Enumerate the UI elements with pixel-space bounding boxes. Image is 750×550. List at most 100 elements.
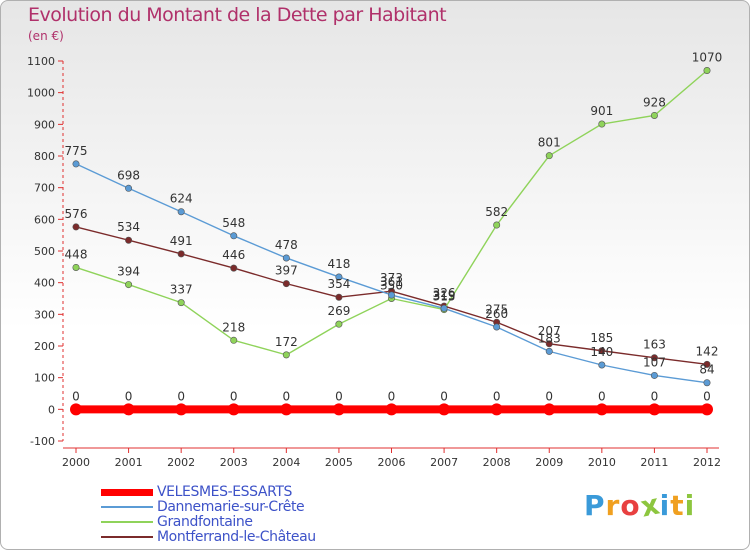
logo-letter: i — [684, 489, 696, 522]
data-label: 107 — [643, 355, 666, 369]
data-point — [335, 293, 343, 301]
data-point — [701, 403, 713, 416]
y-tick-label: 900 — [34, 118, 55, 131]
data-point — [703, 379, 711, 387]
data-label: 582 — [485, 205, 508, 219]
data-point — [125, 281, 133, 289]
data-point — [493, 221, 501, 229]
data-label: 0 — [703, 389, 711, 403]
x-tick-label: 2003 — [220, 456, 248, 469]
data-point — [387, 291, 395, 299]
data-point — [650, 371, 658, 379]
data-point — [280, 403, 293, 416]
logo-letter: P — [584, 489, 606, 522]
x-tick-label: 2009 — [535, 456, 563, 469]
x-tick-label: 2006 — [378, 456, 406, 469]
data-label: 315 — [433, 290, 456, 304]
data-label: 0 — [440, 389, 448, 403]
x-tick-label: 2000 — [62, 456, 90, 469]
data-point — [282, 280, 290, 288]
data-label: 163 — [643, 338, 666, 352]
data-point — [72, 160, 80, 168]
data-label: 361 — [380, 275, 403, 289]
y-tick-label: 800 — [34, 150, 55, 163]
chart-title: Evolution du Montant de la Dette par Hab… — [28, 4, 447, 26]
x-tick-label: 2002 — [167, 456, 195, 469]
data-label: 548 — [222, 216, 245, 230]
data-point — [230, 336, 238, 344]
x-tick-label: 2001 — [115, 456, 143, 469]
data-label: 183 — [538, 331, 561, 345]
y-tick-label: 300 — [34, 308, 55, 321]
data-point — [177, 250, 185, 258]
data-label: 326 — [433, 286, 456, 300]
data-point — [122, 403, 135, 416]
data-point — [125, 184, 133, 192]
data-point — [72, 263, 80, 271]
data-label: 0 — [493, 389, 501, 403]
legend-swatch — [101, 536, 153, 538]
data-label: 0 — [283, 389, 291, 403]
data-label: 0 — [230, 389, 238, 403]
y-tick-label: 400 — [34, 277, 55, 290]
data-label: 698 — [117, 168, 140, 182]
data-point — [72, 223, 80, 231]
data-label: 397 — [275, 264, 298, 278]
data-label: 269 — [327, 304, 350, 318]
data-label: 373 — [380, 271, 403, 285]
logo-letter: r — [605, 489, 621, 522]
proxiti-logo: Proxiti — [584, 487, 696, 523]
data-point — [598, 361, 606, 369]
data-point — [545, 347, 553, 355]
data-label: 172 — [275, 335, 298, 349]
data-point — [703, 67, 711, 75]
x-tick-label: 2012 — [693, 456, 721, 469]
data-point — [385, 403, 398, 416]
data-label: 0 — [651, 389, 659, 403]
data-label: 218 — [222, 320, 245, 334]
data-label: 0 — [598, 389, 606, 403]
data-label: 142 — [696, 344, 719, 358]
data-point — [595, 403, 608, 416]
data-point — [438, 403, 451, 416]
data-label: 1070 — [692, 51, 723, 65]
data-point — [125, 236, 133, 244]
data-label: 84 — [699, 363, 714, 377]
legend-label: Dannemarie-sur-Crête — [157, 499, 305, 515]
data-label: 207 — [538, 324, 561, 338]
data-label: 0 — [125, 389, 133, 403]
y-tick-label: 1100 — [27, 55, 55, 68]
data-point — [490, 403, 503, 416]
data-label: 928 — [643, 95, 666, 109]
data-point — [335, 320, 343, 328]
data-label: 0 — [388, 389, 396, 403]
data-label: 354 — [327, 277, 350, 291]
data-label: 534 — [117, 220, 140, 234]
data-label: 801 — [538, 136, 561, 150]
legend-label: Montferrand-le-Château — [157, 529, 316, 545]
y-tick-label: 500 — [34, 245, 55, 258]
legend-swatch — [101, 521, 153, 523]
data-point — [598, 347, 606, 355]
x-tick-label: 2005 — [325, 456, 353, 469]
data-label: 260 — [485, 307, 508, 321]
data-point — [230, 232, 238, 240]
data-label: 418 — [327, 257, 350, 271]
y-tick-label: 100 — [34, 372, 55, 385]
data-point — [440, 304, 448, 312]
data-point — [282, 351, 290, 359]
x-tick-label: 2007 — [430, 456, 458, 469]
data-label: 0 — [72, 389, 80, 403]
data-point — [543, 403, 556, 416]
x-tick-label: 2004 — [272, 456, 300, 469]
chart-subtitle: (en €) — [28, 29, 64, 43]
data-label: 0 — [545, 389, 553, 403]
legend-swatch — [101, 506, 153, 508]
data-label: 491 — [170, 234, 193, 248]
data-label: 0 — [177, 389, 185, 403]
data-point — [282, 254, 290, 262]
data-label: 478 — [275, 238, 298, 252]
data-label: 624 — [170, 192, 193, 206]
data-label: 140 — [590, 345, 613, 359]
